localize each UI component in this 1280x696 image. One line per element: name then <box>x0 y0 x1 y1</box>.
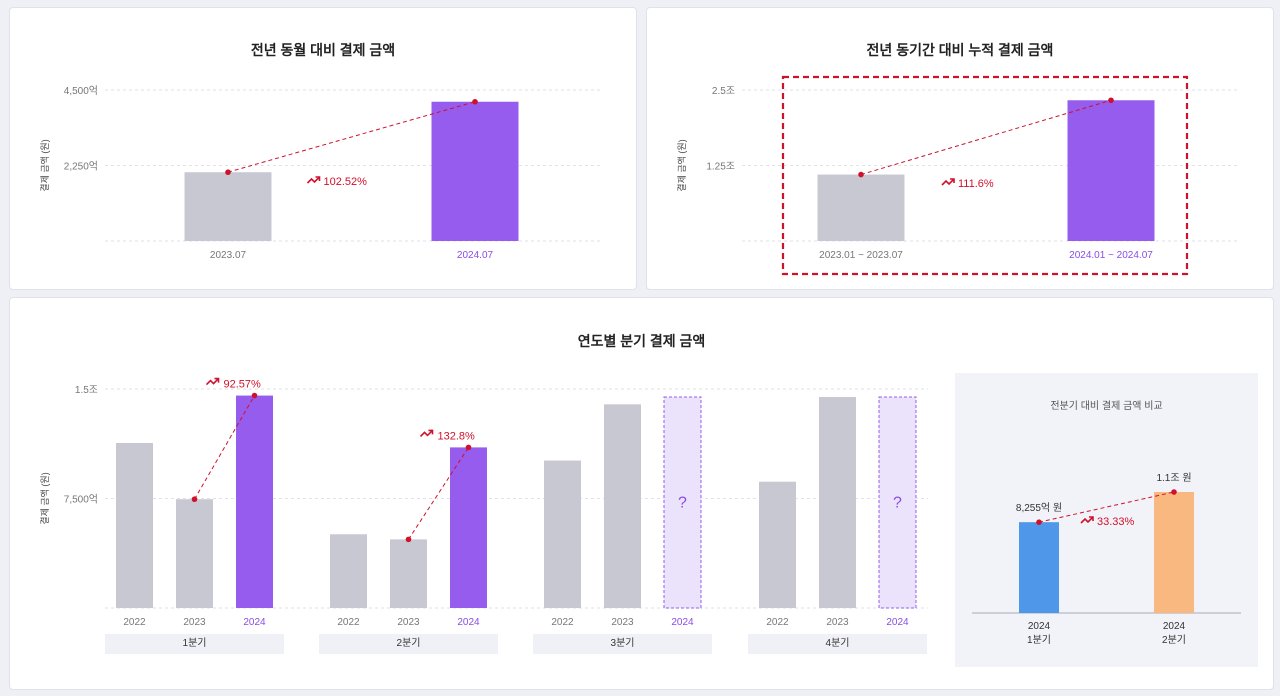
year-label: 2024 <box>671 617 694 628</box>
y-tick-label: 4,500억 <box>64 85 98 97</box>
bar-3분기-2023 <box>604 404 641 608</box>
quarterly-chart-title: 연도별 분기 결제 금액 <box>577 333 706 349</box>
trend-up-icon-head <box>214 377 220 383</box>
y-tick-label: 2,250억 <box>64 161 98 173</box>
year-label: 2022 <box>766 617 789 628</box>
bar-2분기-2022 <box>330 534 367 608</box>
x-tick-quarter: 1분기 <box>1027 634 1051 646</box>
value-label: 8,255억 원 <box>1016 502 1062 514</box>
y-axis-label: 결제 금액 (원) <box>39 472 50 524</box>
quarterly-chart-card: 연도별 분기 결제 금액 결제 금액 (원) 7,500억 1.5조 2022 2023… <box>9 297 1274 690</box>
x-tick-quarter: 2분기 <box>1162 634 1186 646</box>
qoq-chart: 8,255억 원 2024 1분기 1.1조 원 2024 2분기 33.33% <box>972 472 1241 646</box>
unknown-bar-4분기 <box>878 396 917 609</box>
growth-point <box>1036 519 1042 525</box>
growth-label: 33.33% <box>1097 516 1135 528</box>
growth-label: 111.6% <box>958 178 994 190</box>
mom-chart-title: 전년 동월 대비 결제 금액 <box>250 42 396 58</box>
y-tick-label: 1.5조 <box>75 385 98 396</box>
year-label: 2022 <box>337 617 360 628</box>
growth-point <box>472 98 478 105</box>
trend-up-icon-head <box>950 178 955 183</box>
mom-chart-card: 전년 동월 대비 결제 금액 결제 금액 (원) 2,250억 4,500억 2023… <box>9 7 637 290</box>
y-tick-label: 7,500억 <box>64 494 98 506</box>
year-label: 2023 <box>397 617 420 628</box>
x-tick-year: 2024 <box>1028 621 1051 632</box>
highlight-box <box>781 75 1189 276</box>
bar-2023.07 <box>184 172 272 241</box>
trend-up-icon <box>306 176 321 184</box>
quarterly-chart: 결제 금액 (원) 7,500억 1.5조 2022 2023 2024 92.57% 202… <box>39 377 928 628</box>
unknown-mark: ? <box>678 495 687 512</box>
unknown-mark: ? <box>893 495 902 512</box>
y-axis-label: 결제 금액 (원) <box>676 139 687 191</box>
x-tick-label: 2024.07 <box>457 250 494 261</box>
trend-up-icon <box>1080 516 1094 524</box>
year-label: 2024 <box>886 617 909 628</box>
unknown-bar-3분기 <box>663 396 702 609</box>
growth-point <box>405 536 412 543</box>
ytd-chart-card: 전년 동기간 대비 누적 결제 금액 결제 금액 (원) 1.25조 2.5조 202… <box>646 7 1274 290</box>
growth-trend-line <box>408 447 469 540</box>
bar-2024-1분기 <box>1019 522 1059 613</box>
year-label: 2023 <box>611 617 634 628</box>
growth-label: 102.52% <box>324 176 368 188</box>
qoq-panel-title: 전분기 대비 결제 금액 비교 <box>1050 401 1163 412</box>
bar-2분기-2024 <box>450 447 487 608</box>
growth-label: 132.8% <box>438 430 476 442</box>
bar-3분기-2022 <box>544 460 581 608</box>
growth-point <box>191 496 198 503</box>
trend-up-icon-head <box>428 429 434 435</box>
growth-point <box>251 392 258 399</box>
quarter-label-q4: 4분기 <box>748 634 927 654</box>
year-label: 2024 <box>457 617 480 628</box>
bar-1분기-2024 <box>236 395 273 608</box>
year-label: 2022 <box>123 617 146 628</box>
bar-1분기-2023 <box>176 499 213 608</box>
x-tick-label: 2023.07 <box>210 250 247 261</box>
x-tick-year: 2024 <box>1163 621 1186 632</box>
trend-up-icon <box>941 178 955 186</box>
y-axis-label: 결제 금액 (원) <box>39 139 50 191</box>
bar-4분기-2022 <box>759 481 796 608</box>
bar-2023.01 ~ 2023.07 <box>817 174 905 241</box>
growth-trend-line <box>1038 491 1175 523</box>
mom-chart: 결제 금액 (원) 2,250억 4,500억 2023.07 2024.07 102.5… <box>39 85 600 261</box>
trend-up-icon <box>205 378 220 386</box>
x-tick-label: 2024.01 ~ 2024.07 <box>1069 250 1153 261</box>
quarter-label-q1: 1분기 <box>105 634 284 654</box>
bar-1분기-2022 <box>116 443 153 608</box>
year-label: 2024 <box>243 617 266 628</box>
growth-point <box>1171 489 1177 495</box>
growth-trend-line <box>227 101 476 173</box>
trend-up-icon <box>419 429 434 437</box>
growth-point <box>225 169 231 176</box>
growth-point <box>465 444 472 451</box>
bar-2024-2분기 <box>1154 492 1194 613</box>
value-label: 1.1조 원 <box>1156 472 1191 484</box>
y-tick-label: 2.5조 <box>712 86 735 97</box>
bar-4분기-2023 <box>819 397 856 608</box>
year-label: 2023 <box>826 617 849 628</box>
growth-point <box>1108 97 1114 104</box>
bar-2024.07 <box>431 101 519 241</box>
quarter-label-q2: 2분기 <box>319 634 498 654</box>
growth-point <box>858 171 864 178</box>
quarter-label-q3: 3분기 <box>533 634 712 654</box>
growth-label: 92.57% <box>224 379 262 391</box>
bar-2024.01 ~ 2024.07 <box>1067 100 1155 241</box>
y-tick-label: 1.25조 <box>706 162 735 173</box>
growth-trend-line <box>860 99 1112 176</box>
bar-2분기-2023 <box>390 539 427 608</box>
ytd-chart-title: 전년 동기간 대비 누적 결제 금액 <box>866 42 1054 58</box>
year-label: 2023 <box>183 617 206 628</box>
growth-trend-line <box>194 395 255 500</box>
year-label: 2022 <box>551 617 574 628</box>
trend-up-icon-head <box>315 176 321 181</box>
ytd-chart: 결제 금액 (원) 1.25조 2.5조 2023.01 ~ 2023.07 2024.… <box>676 75 1237 276</box>
qoq-comparison-panel: 전분기 대비 결제 금액 비교 8,255억 원 2024 1분기 1.1조 원 202… <box>955 373 1258 667</box>
x-tick-label: 2023.01 ~ 2023.07 <box>819 250 903 261</box>
trend-up-icon-head <box>1089 516 1094 521</box>
